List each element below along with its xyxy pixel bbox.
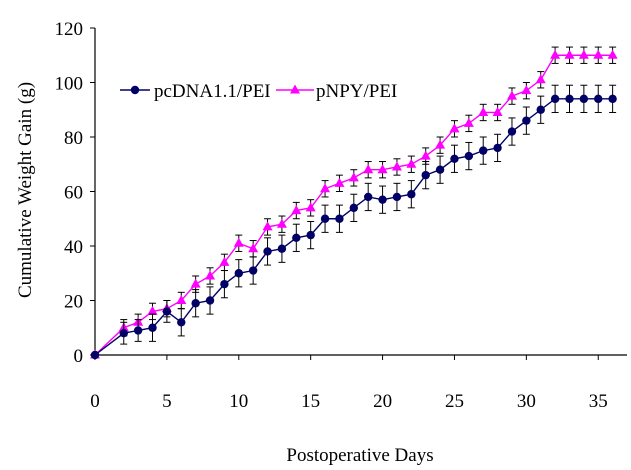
data-point [435,139,446,149]
data-point [90,350,100,360]
legend: pcDNA1.1/PEI pNPY/PEI [120,81,397,102]
x-tick-label: 15 [301,391,320,412]
x-tick-label: 35 [589,391,608,412]
data-point [277,244,287,253]
data-point [478,106,489,116]
data-point [190,278,201,288]
data-point [493,143,502,153]
data-point [248,266,258,275]
data-point [335,214,344,223]
series-layer [90,46,618,360]
x-axis-label: Postoperative Days [286,445,433,466]
ticks: 0 20 40 60 80 100 120 0 5 10 15 20 25 30 35 [55,19,608,412]
y-axis-label: Cumulative Weight Gain (g) [15,82,36,298]
data-point [233,237,244,247]
x-tick-label: 5 [162,391,172,412]
data-point [320,214,330,223]
legend-label-pnpy: pNPY/PEI [316,81,397,102]
data-point [133,326,143,335]
series-0 [90,84,617,360]
data-point [578,49,589,59]
data-point [147,305,158,315]
data-point [320,183,331,193]
y-tick-label: 20 [64,292,83,313]
data-point [550,49,561,59]
data-point [377,164,388,174]
x-tick-label: 10 [229,391,248,412]
data-point [219,256,230,266]
data-point [191,299,200,308]
data-point [407,190,416,199]
data-point [507,127,517,136]
data-point [349,203,359,213]
data-point [536,105,545,114]
data-point [306,230,315,240]
y-tick-label: 100 [55,74,84,95]
data-point [607,49,618,59]
data-point [479,146,488,155]
data-point [248,243,259,253]
x-tick-label: 30 [517,391,536,412]
data-point [205,296,215,305]
data-point [148,323,157,332]
data-point [176,295,187,304]
data-point [363,192,373,202]
data-point [420,150,431,160]
data-point [535,74,546,84]
data-point [449,123,460,133]
data-point [205,270,216,280]
series-line [94,98,613,356]
data-point [550,94,560,104]
data-point [521,85,532,95]
data-point [234,269,243,278]
data-point [450,154,459,163]
data-point [292,233,301,243]
legend-marker-pnpy [290,84,300,94]
data-point [522,116,531,125]
data-point [392,192,402,202]
y-tick-label: 60 [64,183,83,204]
axes [94,28,627,356]
y-tick-label: 0 [74,346,84,367]
data-point [391,161,402,171]
data-point [564,49,575,59]
data-point [334,177,345,187]
data-point [463,117,474,127]
data-point [220,279,229,289]
data-point [406,158,417,168]
x-tick-label: 25 [445,391,464,412]
y-tick-label: 80 [64,128,83,149]
data-point [305,202,316,212]
data-point [506,90,517,100]
legend-marker-pcdna [130,85,140,95]
data-point [263,247,272,256]
data-point [363,164,374,174]
data-point [378,195,387,204]
data-point [492,106,503,116]
data-point [608,94,617,104]
data-point [593,49,604,59]
y-tick-label: 120 [55,19,84,40]
data-point [565,94,574,104]
data-point [276,218,287,228]
x-tick-label: 20 [373,391,392,412]
data-point [435,165,445,174]
data-point [421,170,430,180]
x-tick-label: 0 [90,391,100,412]
data-point [119,329,128,338]
data-point [594,94,603,104]
data-point [177,318,186,327]
data-point [464,151,474,161]
legend-label-pcdna: pcDNA1.1/PEI [154,81,271,102]
y-tick-label: 40 [64,237,83,258]
data-point [348,172,359,182]
data-point [579,94,589,104]
data-point [291,205,302,215]
data-point [262,221,273,231]
data-point [162,307,172,316]
